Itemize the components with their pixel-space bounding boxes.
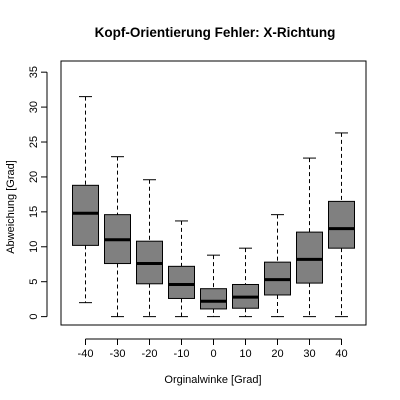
box-iqr bbox=[296, 231, 323, 284]
x-axis: -40 -30 -20 -10 0 10 20 30 40 bbox=[78, 338, 348, 360]
y-tick-label: 5 bbox=[28, 279, 40, 285]
x-tick-label: -40 bbox=[78, 348, 94, 360]
y-tick-label: 10 bbox=[28, 241, 40, 253]
y-axis: 0 5 10 15 20 25 30 35 bbox=[28, 66, 48, 320]
y-tick-label: 35 bbox=[28, 66, 40, 78]
box--40 bbox=[72, 96, 99, 304]
x-tick-label: 30 bbox=[303, 348, 315, 360]
box-10 bbox=[232, 247, 259, 318]
boxes-group bbox=[72, 96, 355, 318]
y-tick-label: 15 bbox=[28, 206, 40, 218]
box--30 bbox=[104, 156, 131, 318]
chart-title: Kopf-Orientierung Fehler: X-Richtung bbox=[95, 25, 336, 40]
y-tick-label: 20 bbox=[28, 171, 40, 183]
y-axis-label: Abweichung [Grad] bbox=[5, 160, 17, 254]
y-tick-label: 30 bbox=[28, 101, 40, 113]
box-0 bbox=[200, 254, 227, 318]
y-tick-label: 25 bbox=[28, 136, 40, 148]
x-tick-label: 10 bbox=[239, 348, 251, 360]
x-tick-label: 20 bbox=[271, 348, 283, 360]
box-20 bbox=[264, 214, 291, 318]
box-30 bbox=[296, 157, 323, 318]
x-tick-label: 40 bbox=[335, 348, 347, 360]
x-axis-label: Orginalwinke [Grad] bbox=[164, 374, 261, 386]
box-iqr bbox=[72, 184, 99, 246]
x-tick-label: -30 bbox=[110, 348, 126, 360]
box-iqr bbox=[328, 200, 355, 249]
x-tick-label: -20 bbox=[142, 348, 158, 360]
x-tick-label: 0 bbox=[210, 348, 216, 360]
box--10 bbox=[168, 220, 195, 318]
box-iqr bbox=[200, 288, 227, 310]
y-tick-label: 0 bbox=[28, 314, 40, 320]
box--20 bbox=[136, 179, 163, 318]
plot-frame bbox=[60, 60, 367, 326]
box-iqr bbox=[168, 265, 195, 299]
x-tick-label: -10 bbox=[174, 348, 190, 360]
box-40 bbox=[328, 132, 355, 318]
